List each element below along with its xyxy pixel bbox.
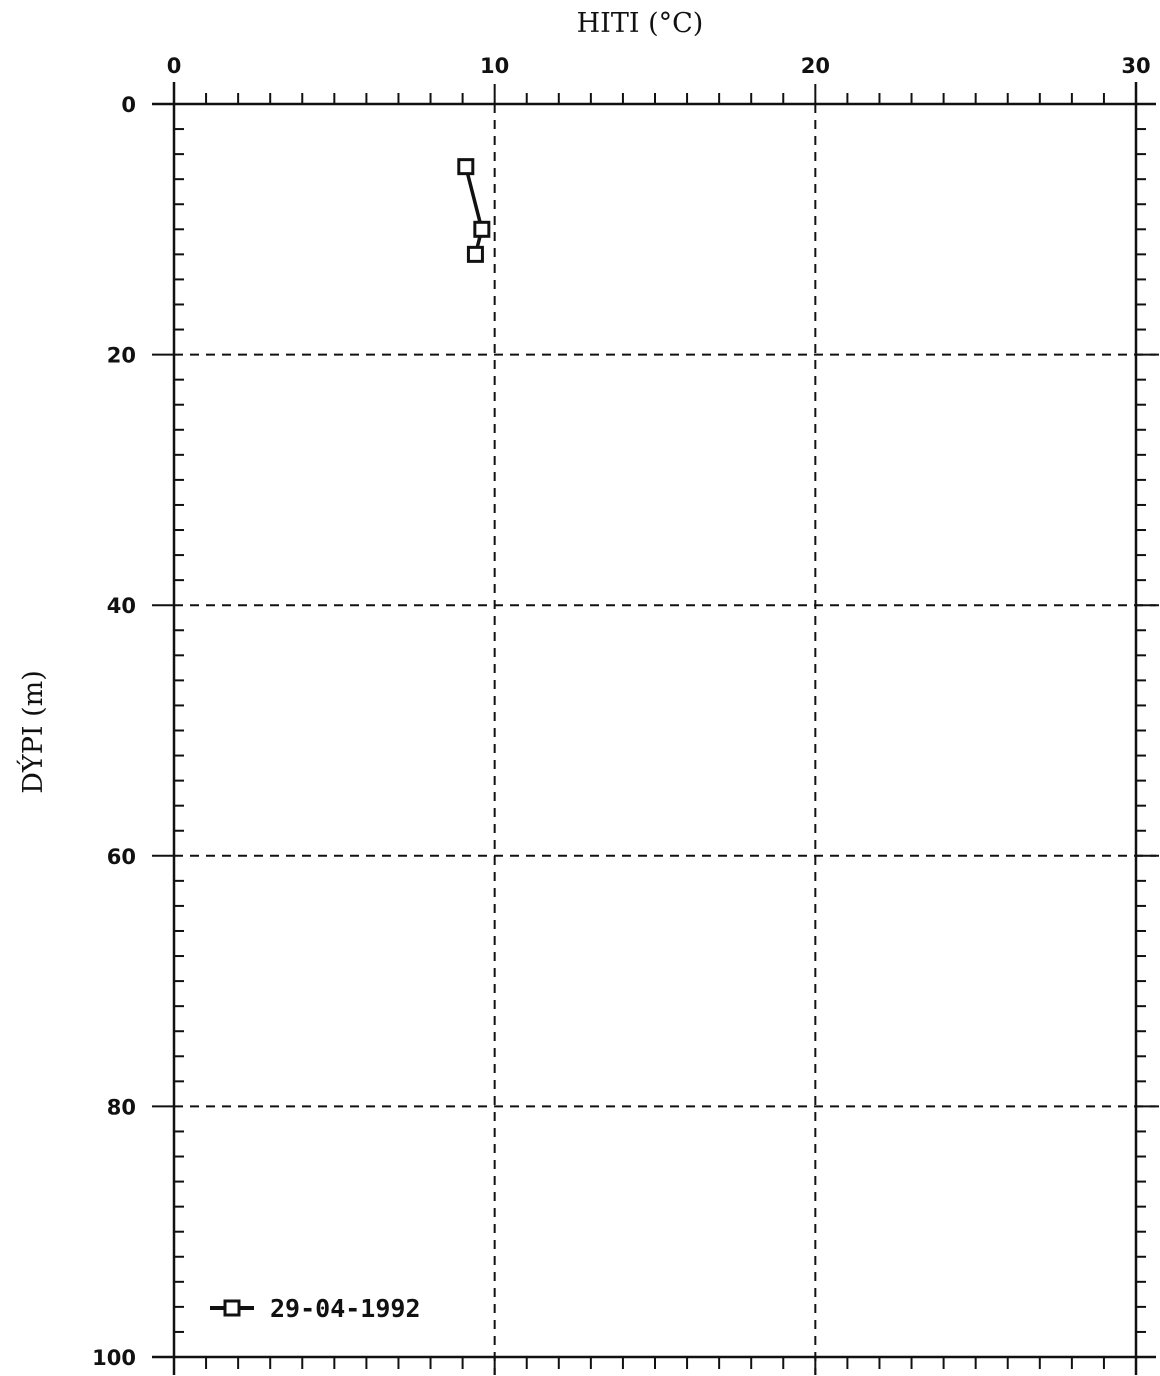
grid-lines (174, 104, 1160, 1375)
y-tick-label: 20 (107, 344, 136, 368)
plot-frame (152, 82, 1156, 1375)
y-tick-label: 60 (107, 845, 136, 869)
y-tick-label: 40 (107, 594, 136, 618)
axis-ticks (152, 84, 1156, 1375)
y-tick-label: 100 (92, 1346, 136, 1370)
x-tick-label: 20 (801, 54, 830, 78)
x-axis-title: HITI (°C) (577, 8, 704, 39)
data-point (466, 245, 484, 263)
y-tick-label: 80 (107, 1095, 136, 1119)
legend-square-marker (223, 1299, 241, 1317)
y-axis-title: DÝPI (m) (16, 670, 49, 794)
data-point (473, 220, 491, 238)
legend-label: 29-04-1992 (270, 1294, 421, 1323)
y-tick-label: 0 (121, 93, 136, 117)
data-point (457, 158, 475, 176)
tick-labels: 0 10 20 30 0 20 40 60 80 100 (92, 54, 1150, 1370)
x-tick-label: 10 (480, 54, 509, 78)
legend: 29-04-1992 (210, 1294, 421, 1323)
x-tick-label: 30 (1121, 54, 1150, 78)
series-line (464, 166, 484, 255)
data-series (457, 158, 491, 263)
x-tick-label: 0 (167, 54, 182, 78)
